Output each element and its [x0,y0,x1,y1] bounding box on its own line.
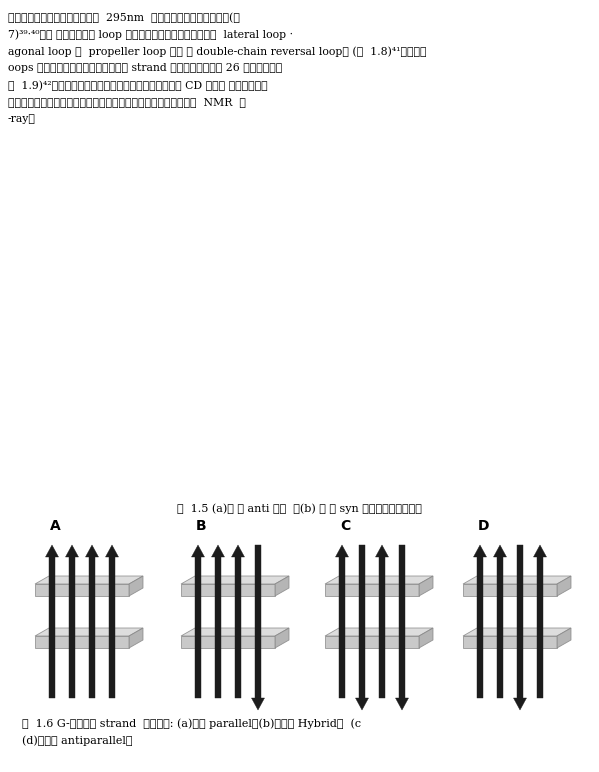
Text: 7)³⁹·⁴⁰，另 外四収結構的 loop 有三種不斷的繏繞方式，分別是  lateral loop ·: 7)³⁹·⁴⁰，另 外四収結構的 loop 有三種不斷的繏繞方式，分別是 lat… [8,29,293,39]
Polygon shape [49,557,55,698]
Text: 直訊號而非平行四収結構則是以  295nm  的最大正直訊號為特徵訊號(圖: 直訊號而非平行四収結構則是以 295nm 的最大正直訊號為特徵訊號(圖 [8,12,240,22]
Text: oops 加上考慮鹼基與嘘基扆轉角度與 strand 的方向性，可以有 26 種不斷的結構: oops 加上考慮鹼基與嘘基扆轉角度與 strand 的方向性，可以有 26 種… [8,63,282,73]
Polygon shape [46,545,59,557]
Polygon shape [35,576,143,584]
Polygon shape [181,628,289,636]
Polygon shape [463,636,557,648]
Text: -ray。: -ray。 [8,114,36,124]
Text: 定定完整的四収結構，必需要利用對結構有高解析度的技術，例如  NMR  及: 定定完整的四収結構，必需要利用對結構有高解析度的技術，例如 NMR 及 [8,97,246,107]
Polygon shape [89,557,95,698]
Polygon shape [215,557,221,698]
Polygon shape [325,584,419,596]
Polygon shape [473,545,486,557]
Polygon shape [35,636,129,648]
Polygon shape [537,557,543,698]
Polygon shape [376,545,389,557]
Text: D: D [478,519,489,533]
Polygon shape [252,698,265,710]
Polygon shape [335,545,349,557]
Polygon shape [339,557,345,698]
Polygon shape [69,557,75,698]
Polygon shape [419,628,433,648]
Polygon shape [463,628,571,636]
Text: 圖  1.5 (a)反 側 anti 結構  ，(b) 肥 側 syn 鳥糞嘰呶四収結構。: 圖 1.5 (a)反 側 anti 結構 ，(b) 肥 側 syn 鳥糞嘰呶四収… [177,503,422,513]
Text: B: B [196,519,207,533]
Polygon shape [105,545,119,557]
Polygon shape [35,584,129,596]
Polygon shape [557,576,571,596]
Text: A: A [50,519,60,533]
Polygon shape [255,545,261,698]
Text: (d)反平行 antiparallel。: (d)反平行 antiparallel。 [22,735,132,746]
Text: C: C [340,519,350,533]
Polygon shape [275,576,289,596]
Polygon shape [400,545,405,698]
Polygon shape [463,576,571,584]
Polygon shape [192,545,204,557]
Polygon shape [463,584,557,596]
Polygon shape [235,557,241,698]
Polygon shape [477,557,483,698]
Polygon shape [181,584,275,596]
Polygon shape [518,545,523,698]
Polygon shape [497,557,503,698]
Text: 圖  1.6 G-四股結構 strand  的方向性: (a)平行 parallel，(b)混和型 Hybrid，  (c: 圖 1.6 G-四股結構 strand 的方向性: (a)平行 parallel… [22,718,361,729]
Polygon shape [359,545,365,698]
Polygon shape [325,628,433,636]
Polygon shape [419,576,433,596]
Polygon shape [231,545,244,557]
Polygon shape [35,628,143,636]
Polygon shape [557,628,571,648]
Polygon shape [129,628,143,648]
Polygon shape [86,545,98,557]
Polygon shape [379,557,385,698]
Polygon shape [494,545,507,557]
Polygon shape [181,636,275,648]
Polygon shape [129,576,143,596]
Polygon shape [195,557,201,698]
Polygon shape [65,545,78,557]
Text: 圖  1.9)⁴²，因此達就了結構上的多樣性，若是單一利用 CD 光譜必 經無法精確的: 圖 1.9)⁴²，因此達就了結構上的多樣性，若是單一利用 CD 光譜必 經無法精… [8,80,268,90]
Polygon shape [211,545,225,557]
Text: agonal loop 及  propeller loop （又 稱 double-chain reversal loop） (圖  1.8)⁴¹，這三種: agonal loop 及 propeller loop （又 稱 double… [8,46,426,56]
Polygon shape [325,576,433,584]
Polygon shape [275,628,289,648]
Polygon shape [325,636,419,648]
Polygon shape [513,698,527,710]
Polygon shape [181,576,289,584]
Polygon shape [395,698,409,710]
Polygon shape [534,545,546,557]
Polygon shape [355,698,368,710]
Polygon shape [109,557,115,698]
